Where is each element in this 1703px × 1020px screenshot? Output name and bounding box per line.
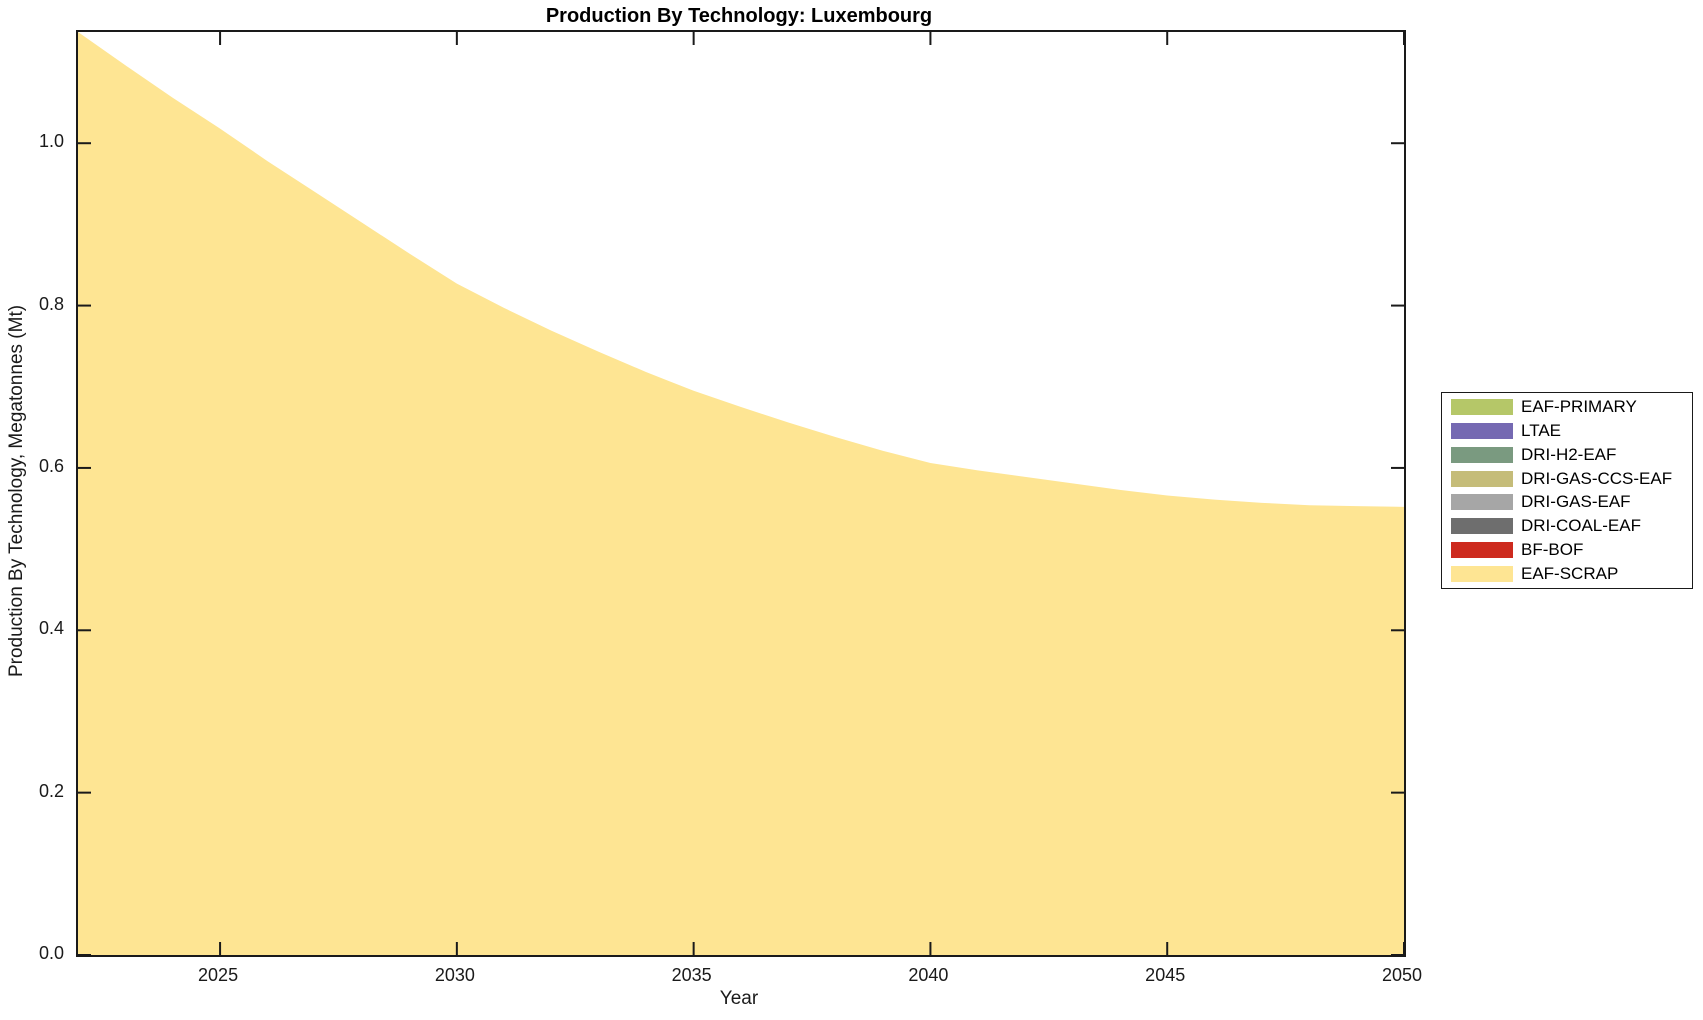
legend-item-dri-gas-ccs-eaf: DRI-GAS-CCS-EAF — [1442, 469, 1692, 489]
y-tick-label: 0.6 — [38, 455, 64, 476]
x-tick-label: 2040 — [908, 965, 949, 985]
legend-swatch-icon — [1451, 398, 1513, 415]
y-tick-label: 0.8 — [38, 293, 64, 314]
legend-label: EAF-PRIMARY — [1521, 396, 1637, 416]
plot-area — [76, 30, 1406, 957]
x-tick-label: 2030 — [434, 965, 475, 985]
y-tick-label: 0.2 — [38, 780, 64, 801]
axis-ticks — [78, 32, 1404, 955]
legend: EAF-PRIMARY LTAE DRI-H2-EAF DRI-GAS-CCS-EAF… — [1441, 392, 1693, 589]
chart-title: Production By Technology: Luxembourg — [545, 5, 933, 27]
y-tick-label: 0.4 — [38, 618, 64, 639]
legend-item-ltae: LTAE — [1442, 421, 1692, 441]
legend-item-dri-coal-eaf: DRI-COAL-EAF — [1442, 516, 1692, 536]
x-tick-label: 2025 — [198, 965, 239, 985]
x-tick-label: 2050 — [1381, 965, 1423, 985]
legend-swatch-icon — [1451, 470, 1513, 487]
legend-label: DRI-H2-EAF — [1521, 444, 1617, 464]
x-axis-label: Year — [719, 988, 759, 1009]
legend-label: DRI-GAS-EAF — [1521, 492, 1631, 512]
legend-swatch-icon — [1451, 542, 1513, 559]
legend-item-eaf-primary: EAF-PRIMARY — [1442, 397, 1692, 417]
area-series-eaf-scrap — [78, 32, 1404, 955]
legend-swatch-icon — [1451, 566, 1513, 582]
legend-label: LTAE — [1521, 420, 1561, 440]
legend-item-dri-gas-eaf: DRI-GAS-EAF — [1442, 492, 1692, 512]
legend-swatch-icon — [1451, 422, 1513, 439]
area-chart — [78, 32, 1404, 955]
legend-item-bf-bof: BF-BOF — [1442, 540, 1692, 560]
legend-label: BF-BOF — [1521, 540, 1584, 560]
legend-label: DRI-GAS-CCS-EAF — [1521, 468, 1673, 488]
y-tick-label: 1.0 — [38, 131, 64, 152]
legend-label: EAF-SCRAP — [1521, 564, 1619, 583]
x-tick-label: 2035 — [671, 965, 712, 985]
y-tick-label: 0.0 — [38, 943, 64, 963]
legend-item-dri-h2-eaf: DRI-H2-EAF — [1442, 445, 1692, 465]
legend-swatch-icon — [1451, 494, 1513, 511]
legend-item-eaf-scrap: EAF-SCRAP — [1442, 564, 1692, 584]
x-tick-label: 2045 — [1145, 965, 1186, 985]
legend-swatch-icon — [1451, 446, 1513, 463]
legend-swatch-icon — [1451, 518, 1513, 535]
legend-label: DRI-COAL-EAF — [1521, 516, 1641, 536]
